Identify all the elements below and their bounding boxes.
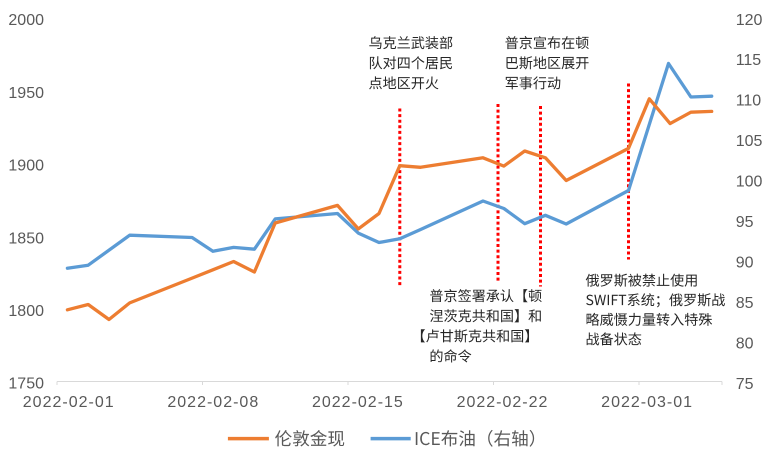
svg-text:2022-02-22: 2022-02-22 — [457, 394, 549, 411]
svg-text:85: 85 — [736, 295, 754, 312]
svg-text:95: 95 — [736, 214, 754, 231]
svg-text:1750: 1750 — [8, 376, 44, 393]
svg-text:1950: 1950 — [8, 85, 44, 102]
svg-text:1850: 1850 — [8, 230, 44, 247]
svg-text:80: 80 — [736, 335, 754, 352]
svg-text:115: 115 — [736, 52, 762, 69]
svg-text:2022-02-08: 2022-02-08 — [167, 394, 259, 411]
svg-text:105: 105 — [736, 133, 763, 150]
svg-text:2022-02-15: 2022-02-15 — [312, 394, 404, 411]
svg-text:110: 110 — [736, 93, 762, 110]
svg-text:75: 75 — [736, 376, 754, 393]
svg-text:2022-02-01: 2022-02-01 — [23, 394, 115, 411]
svg-text:1800: 1800 — [8, 303, 44, 320]
svg-text:2000: 2000 — [8, 12, 44, 29]
svg-text:100: 100 — [736, 174, 763, 191]
svg-text:120: 120 — [736, 12, 763, 29]
svg-text:1900: 1900 — [8, 158, 44, 175]
svg-text:90: 90 — [736, 255, 754, 272]
svg-text:2022-03-01: 2022-03-01 — [601, 394, 693, 411]
